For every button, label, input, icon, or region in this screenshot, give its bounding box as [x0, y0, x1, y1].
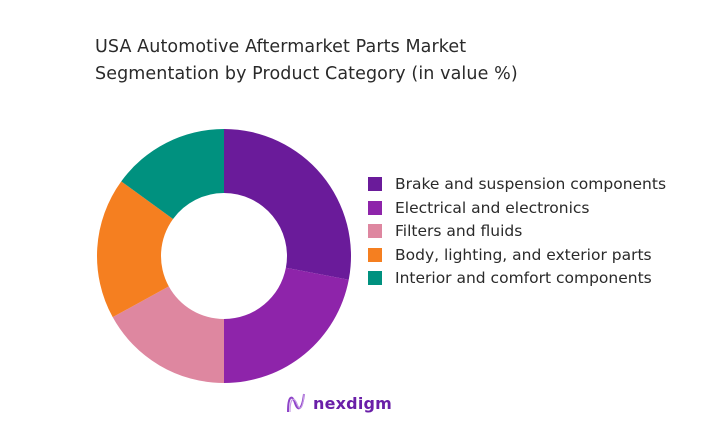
nexdigm-wave-icon [287, 393, 305, 413]
donut-slice-electrical-and-electronics [224, 267, 349, 383]
donut-slice-body-lighting-and-exterior-parts [97, 181, 174, 318]
legend-swatch [368, 224, 382, 238]
legend-item: Electrical and electronics [368, 197, 668, 221]
donut-chart [97, 129, 351, 383]
legend-label: Interior and comfort components [395, 269, 652, 287]
legend-item: Body, lighting, and exterior parts [368, 244, 668, 268]
chart-title: USA Automotive Aftermarket Parts Market … [95, 34, 615, 88]
legend-swatch [368, 200, 382, 215]
legend-item: Brake and suspension components [368, 173, 668, 197]
legend-label: Filters and fluids [395, 222, 523, 240]
legend-label: Electrical and electronics [395, 198, 590, 217]
legend-swatch [368, 271, 382, 285]
legend-item: Interior and comfort components [368, 267, 668, 291]
donut-slice-brake-and-suspension-components [224, 129, 351, 280]
donut-slice-interior-and-comfort-components [121, 129, 224, 219]
chart-title-line-1: USA Automotive Aftermarket Parts Market [95, 37, 467, 57]
nexdigm-logo: nexdigm [285, 392, 392, 414]
donut-slice-filters-and-fluids [112, 286, 224, 383]
chart-legend: Brake and suspension components Electrica… [368, 173, 668, 291]
logo-text: nexdigm [313, 393, 393, 413]
legend-swatch [368, 247, 382, 262]
chart-title-line-2: Segmentation by Product Category (in val… [95, 64, 518, 84]
legend-item: Filters and fluids [368, 220, 668, 244]
legend-label: Body, lighting, and exterior parts [395, 245, 652, 264]
legend-label: Brake and suspension components [395, 175, 667, 193]
legend-swatch [368, 177, 382, 191]
